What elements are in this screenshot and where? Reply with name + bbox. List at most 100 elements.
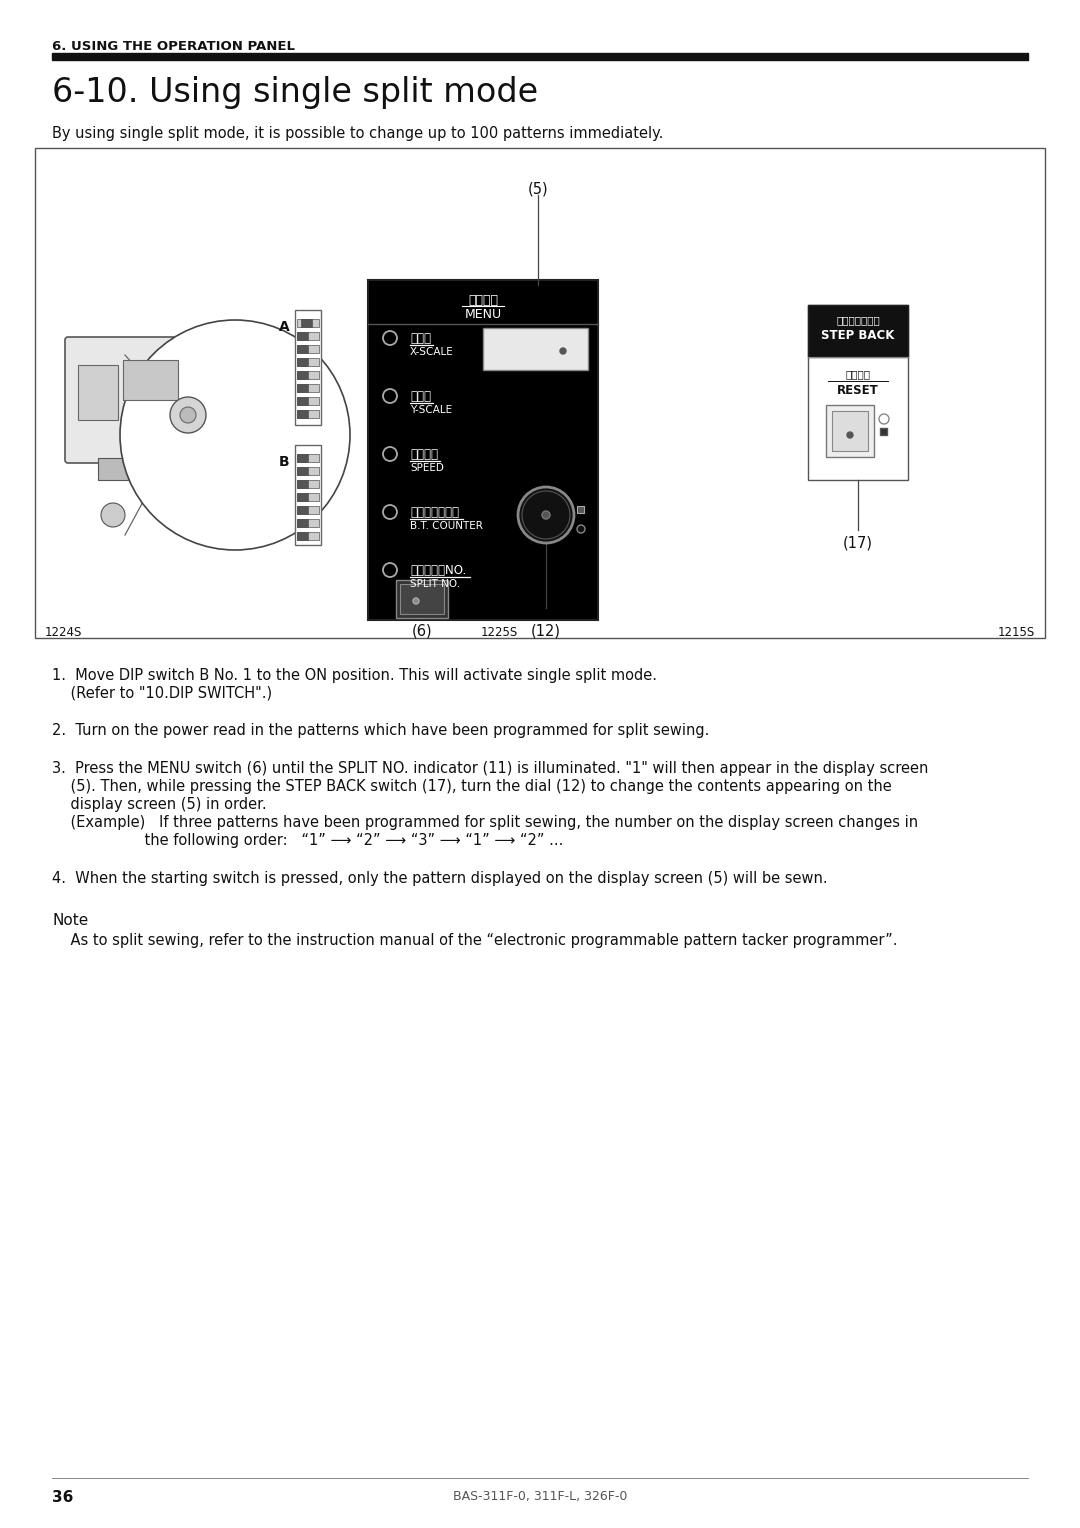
Circle shape (120, 319, 350, 550)
Text: display screen (5) in order.: display screen (5) in order. (52, 798, 267, 811)
Bar (396, 581, 448, 617)
Bar (297, 494, 308, 501)
Bar (297, 332, 308, 341)
Circle shape (847, 432, 853, 439)
Bar (295, 310, 321, 425)
Text: 1224S: 1224S (45, 626, 82, 639)
Circle shape (383, 562, 397, 578)
Bar (297, 520, 308, 527)
Text: 機倍率: 機倍率 (410, 332, 431, 345)
Bar (297, 506, 308, 513)
Text: (Refer to "10.DIP SWITCH".): (Refer to "10.DIP SWITCH".) (52, 686, 272, 701)
Text: メニュー: メニュー (468, 293, 498, 307)
Bar (297, 468, 319, 475)
Text: As to split sewing, refer to the instruction manual of the “electronic programma: As to split sewing, refer to the instruc… (52, 934, 897, 947)
Bar (297, 371, 319, 379)
Text: (6): (6) (411, 623, 432, 639)
Circle shape (180, 406, 195, 423)
Bar (368, 280, 598, 620)
Circle shape (170, 397, 206, 432)
Bar (297, 319, 319, 327)
Text: 2.  Turn on the power read in the patterns which have been programmed for split : 2. Turn on the power read in the pattern… (52, 723, 710, 738)
Circle shape (542, 510, 550, 520)
Bar (297, 494, 319, 501)
Text: リセット: リセット (846, 368, 870, 379)
Text: Note: Note (52, 914, 89, 927)
Text: SPLIT NO.: SPLIT NO. (410, 579, 460, 588)
Text: 1.  Move DIP switch B No. 1 to the ON position. This will activate single split : 1. Move DIP switch B No. 1 to the ON pos… (52, 668, 657, 683)
Circle shape (522, 490, 570, 539)
Bar (297, 532, 319, 539)
Bar (297, 506, 319, 513)
Text: (5): (5) (528, 182, 549, 197)
Text: (17): (17) (843, 535, 873, 550)
Text: A: A (279, 319, 289, 335)
Bar (35, 148, 1045, 639)
Text: 6-10. Using single split mode: 6-10. Using single split mode (52, 76, 538, 108)
Circle shape (383, 448, 397, 461)
Text: 1215S: 1215S (998, 626, 1035, 639)
Bar (400, 584, 444, 614)
Bar (297, 454, 308, 461)
Bar (880, 428, 887, 435)
Bar (297, 384, 319, 393)
Bar (832, 411, 868, 451)
Bar (297, 345, 308, 353)
Text: (5). Then, while pressing the STEP BACK switch (17), turn the dial (12) to chang: (5). Then, while pressing the STEP BACK … (52, 779, 892, 795)
Bar (301, 319, 312, 327)
Text: スプリットNO.: スプリットNO. (410, 564, 467, 578)
Bar (577, 506, 584, 513)
Text: By using single split mode, it is possible to change up to 100 patterns immediat: By using single split mode, it is possib… (52, 125, 663, 141)
Text: 6. USING THE OPERATION PANEL: 6. USING THE OPERATION PANEL (52, 40, 295, 53)
Bar (123, 361, 178, 400)
Bar (297, 532, 308, 539)
Text: スピード: スピード (410, 448, 438, 461)
Bar (297, 384, 308, 393)
Text: the following order:   “1” ⟶ “2” ⟶ “3” ⟶ “1” ⟶ “2” ...: the following order: “1” ⟶ “2” ⟶ “3” ⟶ “… (52, 833, 564, 848)
Text: B.T. COUNTER: B.T. COUNTER (410, 521, 483, 532)
Bar (297, 371, 308, 379)
Bar (808, 306, 908, 480)
Text: B: B (279, 455, 289, 469)
Circle shape (383, 332, 397, 345)
Circle shape (102, 503, 125, 527)
Bar (808, 306, 908, 358)
Text: 3.  Press the MENU switch (6) until the SPLIT NO. indicator (11) is illuminated.: 3. Press the MENU switch (6) until the S… (52, 761, 929, 776)
Bar (297, 454, 319, 461)
Bar (297, 468, 308, 475)
Circle shape (577, 526, 585, 533)
Text: 1225S: 1225S (481, 626, 518, 639)
Text: X-SCALE: X-SCALE (410, 347, 454, 358)
Bar (297, 520, 319, 527)
Bar (98, 458, 129, 480)
Bar (297, 358, 319, 367)
Text: ステップバック: ステップバック (836, 315, 880, 325)
Bar (826, 405, 874, 457)
Bar (483, 329, 588, 370)
Bar (297, 480, 308, 487)
Text: BAS-311F-0, 311F-L, 326F-0: BAS-311F-0, 311F-L, 326F-0 (453, 1490, 627, 1504)
Text: (12): (12) (531, 623, 561, 639)
Circle shape (413, 597, 419, 604)
Bar (297, 345, 319, 353)
Text: (Example)   If three patterns have been programmed for split sewing, the number : (Example) If three patterns have been pr… (52, 814, 918, 830)
Bar (295, 445, 321, 545)
Bar (297, 397, 308, 405)
Circle shape (383, 504, 397, 520)
Bar (297, 358, 308, 367)
Bar (297, 410, 308, 419)
Bar (297, 332, 319, 341)
Text: Y-SCALE: Y-SCALE (410, 405, 453, 416)
Bar (297, 397, 319, 405)
Bar (297, 480, 319, 487)
Bar (297, 410, 319, 419)
Text: 下糸カウンター: 下糸カウンター (410, 506, 459, 520)
Text: 36: 36 (52, 1490, 73, 1505)
Text: SPEED: SPEED (410, 463, 444, 474)
Circle shape (383, 390, 397, 403)
Text: 縦倍率: 縦倍率 (410, 390, 431, 403)
Text: 4.  When the starting switch is pressed, only the pattern displayed on the displ: 4. When the starting switch is pressed, … (52, 871, 827, 886)
Text: STEP BACK: STEP BACK (821, 329, 894, 342)
Circle shape (518, 487, 573, 542)
Circle shape (879, 414, 889, 423)
